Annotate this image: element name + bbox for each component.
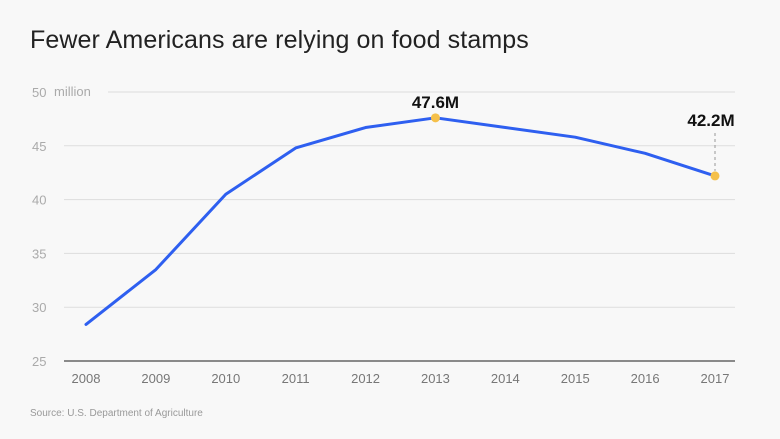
y-tick-label: 45 bbox=[32, 139, 46, 154]
gridlines bbox=[64, 91, 735, 362]
x-axis-ticks: 2008 2009 2010 2011 2012 2013 2014 2015 2016 2017 bbox=[72, 371, 730, 386]
source-note: Source: U.S. Department of Agriculture bbox=[30, 408, 203, 419]
x-tick-label: 2017 bbox=[701, 371, 730, 386]
x-tick-label: 2013 bbox=[421, 371, 450, 386]
y-axis-ticks: 25 30 35 40 45 50 million bbox=[32, 84, 91, 369]
series-lines bbox=[84, 116, 717, 326]
annotations: 47.6M 42.2M bbox=[412, 93, 735, 181]
annotation-label: 47.6M bbox=[412, 93, 459, 112]
y-tick-label: 35 bbox=[32, 246, 46, 261]
annotation-label: 42.2M bbox=[687, 111, 734, 130]
y-tick-label: 30 bbox=[32, 300, 46, 315]
series-line bbox=[84, 116, 717, 326]
x-tick-label: 2011 bbox=[282, 371, 310, 386]
y-tick-label: 40 bbox=[32, 193, 46, 208]
x-tick-label: 2010 bbox=[211, 371, 240, 386]
y-unit-label: million bbox=[54, 84, 91, 99]
x-tick-label: 2014 bbox=[491, 371, 520, 386]
x-tick-label: 2012 bbox=[351, 371, 380, 386]
annotation-dot bbox=[710, 171, 720, 181]
x-tick-label: 2015 bbox=[561, 371, 590, 386]
chart-title: Fewer Americans are relying on food stam… bbox=[30, 26, 529, 54]
annotation-dot bbox=[430, 113, 440, 123]
x-tick-label: 2008 bbox=[72, 371, 101, 386]
y-tick-label: 25 bbox=[32, 354, 46, 369]
x-tick-label: 2016 bbox=[631, 371, 660, 386]
x-tick-label: 2009 bbox=[141, 371, 170, 386]
y-tick-label: 50 bbox=[32, 85, 46, 100]
